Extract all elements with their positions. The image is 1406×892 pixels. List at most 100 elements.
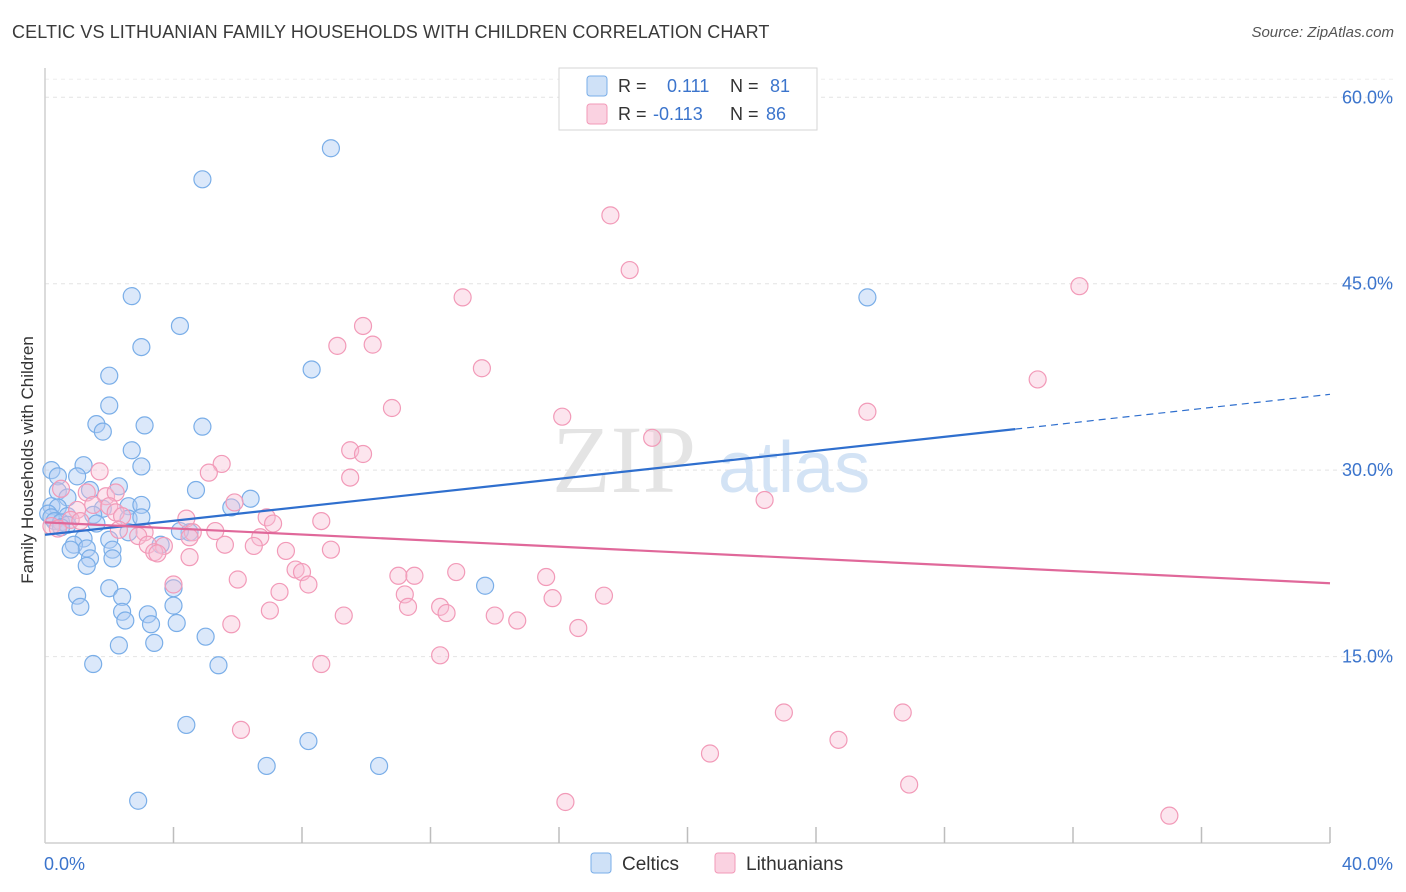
- celtics-point: [193, 417, 212, 436]
- watermark: ZIP atlas: [552, 406, 870, 513]
- lithuanians-point: [1070, 277, 1089, 296]
- celtics-trend-line: [44, 428, 1016, 536]
- lithuanians-point: [556, 792, 575, 812]
- lithuanians-point: [228, 570, 247, 589]
- lithuanians-point: [431, 646, 450, 665]
- lithuanians-point: [96, 487, 116, 506]
- lithuanians-point: [643, 428, 662, 447]
- stats-legend: R = 0.111 N = 81 R = -0.113 N = 86: [558, 67, 818, 131]
- lithuanians-point: [537, 567, 556, 587]
- celtics-point: [186, 480, 206, 500]
- legend-lithuanians-swatch: [714, 852, 736, 874]
- lithuanians-point: [774, 703, 793, 722]
- celtics-trend-extension: [1015, 393, 1331, 430]
- celtics-point: [132, 457, 151, 476]
- lithuanians-point: [700, 744, 720, 763]
- lithuanians-point: [90, 462, 109, 481]
- lithuanians-point: [154, 536, 173, 556]
- celtics-point: [132, 495, 151, 515]
- celtics-point: [68, 467, 87, 486]
- lithuanians-n-value: 86: [766, 104, 786, 124]
- lithuanians-point: [382, 398, 402, 418]
- lithuanians-point: [328, 336, 347, 355]
- watermark-zip: ZIP: [552, 406, 696, 513]
- celtics-point: [100, 366, 119, 385]
- lithuanians-point: [353, 444, 373, 464]
- lithuanians-point: [405, 566, 424, 585]
- celtics-point: [177, 715, 196, 735]
- lithuanians-point: [620, 260, 639, 280]
- lithuanians-point: [829, 730, 848, 749]
- lithuanians-point: [148, 544, 167, 563]
- x-tick-label: 40.0%: [1342, 854, 1393, 874]
- lithuanians-point: [299, 575, 318, 594]
- lithuanians-point: [755, 490, 774, 510]
- lithuanians-trend-line: [44, 521, 1331, 585]
- y-tick-label: 60.0%: [1342, 87, 1393, 107]
- lithuanians-point: [231, 720, 251, 740]
- lithuanians-point: [437, 603, 456, 623]
- celtics-point: [370, 756, 389, 776]
- lithuanians-n-label: N =: [730, 104, 759, 124]
- lithuanians-point: [164, 575, 183, 594]
- lithuanians-point: [485, 606, 504, 625]
- celtics-point: [116, 611, 135, 630]
- celtics-point: [100, 579, 119, 598]
- celtics-point: [302, 360, 321, 379]
- lithuanians-point: [569, 618, 588, 638]
- lithuanians-point: [260, 601, 279, 620]
- celtics-point: [138, 605, 157, 624]
- celtics-point: [222, 498, 241, 517]
- celtics-point: [170, 316, 190, 336]
- lithuanians-swatch: [586, 103, 608, 125]
- lithuanians-point: [508, 611, 527, 630]
- lithuanians-point: [180, 548, 199, 567]
- lithuanians-point: [472, 359, 491, 378]
- lithuanians-point: [109, 520, 128, 539]
- celtics-point: [167, 613, 186, 633]
- y-tick-labels: 15.0% 30.0% 45.0% 60.0%: [1342, 87, 1393, 666]
- lithuanians-point: [398, 597, 418, 616]
- celtics-point: [193, 170, 212, 189]
- lithuanians-point: [199, 463, 218, 482]
- legend-lithuanians-label: Lithuanians: [746, 854, 843, 875]
- y-tick-label: 45.0%: [1342, 274, 1393, 294]
- lithuanians-point: [389, 566, 408, 585]
- celtics-point: [129, 791, 148, 810]
- lithuanians-point: [212, 454, 231, 474]
- x-tick-labels: 0.0% 40.0%: [44, 854, 1393, 874]
- lithuanians-point: [312, 511, 331, 531]
- lithuanians-point: [68, 500, 87, 520]
- watermark-atlas: atlas: [718, 428, 870, 508]
- lithuanians-point: [334, 606, 353, 625]
- celtics-point: [77, 556, 96, 575]
- celtics-point: [132, 338, 151, 357]
- lithuanians-point: [244, 536, 263, 556]
- celtics-point: [93, 422, 112, 441]
- y-tick-label: 30.0%: [1342, 460, 1393, 480]
- celtics-point: [112, 587, 132, 607]
- lithuanians-point: [893, 703, 912, 722]
- celtics-point: [80, 480, 100, 500]
- celtics-point: [141, 615, 161, 634]
- celtics-point: [100, 530, 119, 549]
- celtics-point: [61, 540, 80, 559]
- axes: [44, 68, 1331, 844]
- celtics-point: [87, 415, 106, 434]
- lithuanians-point: [601, 206, 620, 225]
- celtics-n-value: 81: [770, 76, 790, 96]
- celtics-point: [164, 596, 183, 615]
- lithuanians-point: [180, 528, 199, 547]
- lithuanians-point: [270, 582, 289, 602]
- lithuanians-point: [183, 523, 202, 542]
- lithuanians-point: [543, 589, 562, 608]
- celtics-point: [476, 576, 495, 595]
- lithuanians-point: [447, 562, 466, 582]
- lithuanians-point: [263, 514, 283, 533]
- lithuanians-point: [321, 540, 341, 559]
- lithuanians-point: [1028, 370, 1047, 389]
- celtics-point: [71, 597, 90, 616]
- celtics-swatch: [586, 75, 608, 97]
- legend-celtics-label: Celtics: [622, 854, 679, 875]
